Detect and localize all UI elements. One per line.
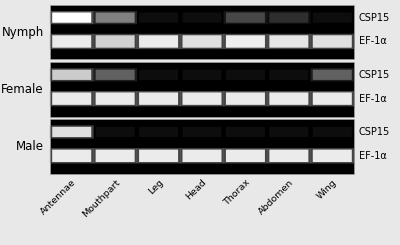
FancyBboxPatch shape	[313, 70, 352, 80]
FancyBboxPatch shape	[269, 127, 308, 137]
FancyBboxPatch shape	[226, 92, 265, 105]
FancyBboxPatch shape	[50, 125, 94, 138]
FancyBboxPatch shape	[96, 92, 135, 105]
Text: Female: Female	[1, 83, 44, 96]
FancyBboxPatch shape	[93, 68, 137, 81]
FancyBboxPatch shape	[267, 11, 311, 24]
FancyBboxPatch shape	[313, 150, 352, 162]
FancyBboxPatch shape	[224, 148, 267, 163]
FancyBboxPatch shape	[96, 150, 135, 162]
FancyBboxPatch shape	[52, 150, 91, 162]
FancyBboxPatch shape	[310, 34, 354, 49]
FancyBboxPatch shape	[224, 34, 267, 49]
Text: Leg: Leg	[146, 178, 165, 196]
FancyBboxPatch shape	[96, 35, 135, 48]
FancyBboxPatch shape	[269, 12, 308, 23]
FancyBboxPatch shape	[96, 70, 135, 80]
FancyBboxPatch shape	[93, 148, 137, 163]
FancyBboxPatch shape	[52, 127, 91, 137]
FancyBboxPatch shape	[310, 68, 354, 81]
FancyBboxPatch shape	[96, 12, 135, 23]
Text: Nymph: Nymph	[2, 26, 44, 39]
FancyBboxPatch shape	[313, 35, 352, 48]
FancyBboxPatch shape	[50, 34, 94, 49]
FancyBboxPatch shape	[267, 91, 311, 106]
FancyBboxPatch shape	[226, 35, 265, 48]
FancyBboxPatch shape	[93, 91, 137, 106]
FancyBboxPatch shape	[224, 11, 267, 24]
FancyBboxPatch shape	[226, 127, 265, 137]
Text: Thorax: Thorax	[222, 178, 252, 207]
FancyBboxPatch shape	[182, 35, 222, 48]
FancyBboxPatch shape	[226, 70, 265, 80]
Bar	[50, 62, 354, 117]
FancyBboxPatch shape	[269, 35, 308, 48]
FancyBboxPatch shape	[269, 70, 308, 80]
FancyBboxPatch shape	[269, 150, 308, 162]
Text: CSP15: CSP15	[359, 127, 390, 137]
FancyBboxPatch shape	[182, 92, 222, 105]
FancyBboxPatch shape	[93, 34, 137, 49]
FancyBboxPatch shape	[139, 150, 178, 162]
FancyBboxPatch shape	[139, 12, 178, 23]
FancyBboxPatch shape	[139, 92, 178, 105]
FancyBboxPatch shape	[313, 12, 352, 23]
FancyBboxPatch shape	[180, 34, 224, 49]
FancyBboxPatch shape	[93, 11, 137, 24]
Text: EF-1α: EF-1α	[359, 94, 386, 104]
FancyBboxPatch shape	[180, 148, 224, 163]
FancyBboxPatch shape	[313, 92, 352, 105]
FancyBboxPatch shape	[137, 34, 180, 49]
FancyBboxPatch shape	[139, 127, 178, 137]
FancyBboxPatch shape	[139, 35, 178, 48]
FancyBboxPatch shape	[96, 127, 135, 137]
FancyBboxPatch shape	[139, 70, 178, 80]
Text: Male: Male	[16, 140, 44, 153]
FancyBboxPatch shape	[310, 91, 354, 106]
FancyBboxPatch shape	[180, 91, 224, 106]
FancyBboxPatch shape	[50, 148, 94, 163]
FancyBboxPatch shape	[182, 150, 222, 162]
FancyBboxPatch shape	[310, 148, 354, 163]
FancyBboxPatch shape	[52, 12, 91, 23]
Text: CSP15: CSP15	[359, 12, 390, 23]
FancyBboxPatch shape	[226, 150, 265, 162]
Text: Mouthpart: Mouthpart	[80, 178, 122, 219]
Text: Wing: Wing	[316, 178, 339, 201]
FancyBboxPatch shape	[182, 12, 222, 23]
FancyBboxPatch shape	[50, 91, 94, 106]
Text: EF-1α: EF-1α	[359, 151, 386, 161]
FancyBboxPatch shape	[50, 11, 94, 24]
FancyBboxPatch shape	[137, 148, 180, 163]
FancyBboxPatch shape	[269, 92, 308, 105]
Bar	[50, 120, 354, 174]
FancyBboxPatch shape	[267, 148, 311, 163]
FancyBboxPatch shape	[52, 35, 91, 48]
Bar	[50, 5, 354, 59]
FancyBboxPatch shape	[137, 91, 180, 106]
FancyBboxPatch shape	[226, 12, 265, 23]
FancyBboxPatch shape	[52, 92, 91, 105]
Text: CSP15: CSP15	[359, 70, 390, 80]
Text: Antennae: Antennae	[39, 178, 78, 216]
FancyBboxPatch shape	[182, 127, 222, 137]
FancyBboxPatch shape	[182, 70, 222, 80]
FancyBboxPatch shape	[313, 127, 352, 137]
FancyBboxPatch shape	[267, 34, 311, 49]
Text: Head: Head	[184, 178, 208, 201]
FancyBboxPatch shape	[224, 91, 267, 106]
FancyBboxPatch shape	[52, 70, 91, 80]
Text: EF-1α: EF-1α	[359, 37, 386, 47]
FancyBboxPatch shape	[50, 68, 94, 81]
Text: Abdomen: Abdomen	[257, 178, 295, 216]
